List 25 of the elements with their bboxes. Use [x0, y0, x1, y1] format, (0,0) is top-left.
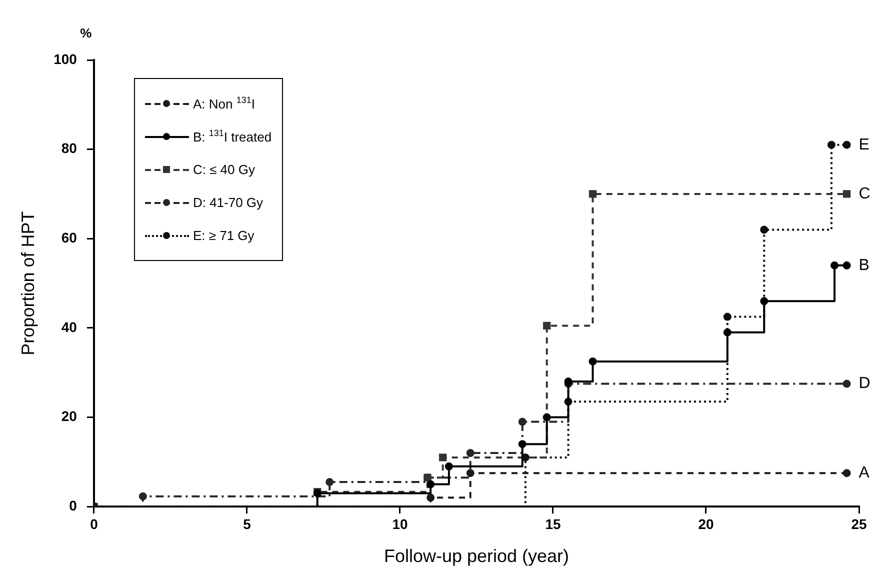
y-tick-label: 100 [54, 50, 78, 67]
y-tick-label: 40 [61, 318, 78, 335]
y-tick-label: 80 [61, 140, 78, 156]
x-tick-label: 10 [392, 516, 408, 532]
x-tick-label: 25 [851, 516, 867, 532]
legend-label: A: Non $^{131}$I [192, 95, 255, 112]
x-tick-label: 15 [545, 516, 561, 532]
y-tick-label: 20 [61, 408, 78, 424]
legend-label: E: ≥ 71 Gy [192, 228, 254, 243]
legend-label: D: 41-70 Gy [192, 195, 264, 210]
x-tick-label: 5 [243, 516, 252, 532]
y-axis-title: Proportion of HPT [18, 211, 38, 356]
text: % [80, 26, 92, 41]
annotation: B [858, 256, 870, 274]
annotation: D [858, 375, 870, 392]
legend-label: C: ≤ 40 Gy [192, 162, 255, 177]
annotation: E [858, 136, 870, 154]
x-tick-label: 0 [90, 516, 98, 532]
y-tick-label: 0 [69, 497, 78, 514]
annotation: A [858, 464, 870, 482]
legend-label: B: $^{131}$I treated [192, 128, 272, 145]
x-tick-label: 20 [698, 516, 714, 532]
y-tick-label: 60 [61, 230, 78, 246]
x-axis-title: Follow-up period (year) [384, 546, 570, 566]
annotation: C [858, 185, 870, 202]
